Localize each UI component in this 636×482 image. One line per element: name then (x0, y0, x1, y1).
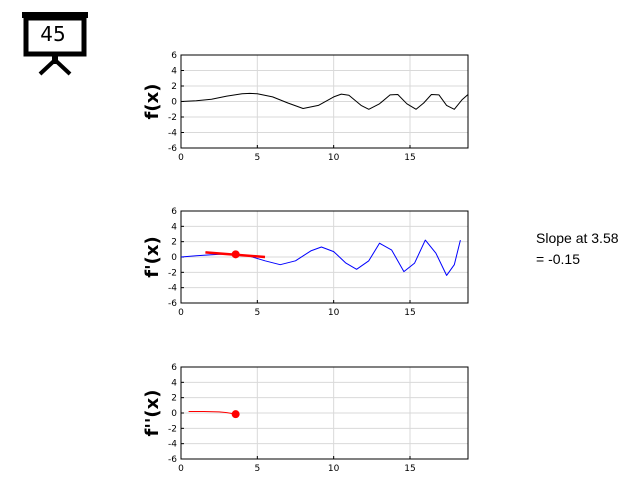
x-tick-label: 10 (328, 153, 340, 163)
x-tick-label: 10 (328, 308, 340, 318)
x-tick-label: 5 (254, 153, 260, 163)
y-tick-label: 0 (171, 98, 177, 108)
y-tick-label: -4 (168, 440, 177, 450)
x-tick-label: 0 (178, 464, 184, 474)
badge-number: 45 (40, 22, 66, 46)
x-tick-label: 5 (254, 464, 260, 474)
y-tick-label: 2 (171, 394, 177, 404)
slope-annotation-line2: = -0.15 (536, 251, 580, 267)
series-line (180, 92, 469, 110)
series-line (188, 411, 236, 415)
marker-point (231, 250, 240, 259)
y-tick-label: 2 (171, 238, 177, 248)
y-axis-label: f''(x) (142, 390, 163, 437)
y-tick-label: -2 (168, 113, 177, 123)
x-tick-label: 0 (178, 308, 184, 318)
x-tick-label: 15 (404, 464, 415, 474)
marker-point (231, 410, 240, 419)
y-tick-label: 6 (171, 363, 177, 373)
y-axis-label: f(x) (142, 84, 163, 120)
slope-annotation: Slope at 3.58 = -0.15 (536, 228, 634, 270)
y-tick-label: 2 (171, 82, 177, 92)
y-tick-label: 4 (171, 378, 177, 388)
y-tick-label: -6 (168, 144, 177, 154)
slope-annotation-line1: Slope at 3.58 (536, 230, 619, 246)
y-tick-label: -6 (168, 299, 177, 309)
y-tick-label: 4 (171, 67, 177, 77)
x-tick-label: 0 (178, 153, 184, 163)
presentation-board-icon (22, 12, 88, 76)
y-tick-label: -4 (168, 129, 177, 139)
y-tick-label: 6 (171, 51, 177, 61)
x-tick-label: 15 (404, 308, 415, 318)
y-tick-label: 6 (171, 207, 177, 217)
y-tick-label: 0 (171, 409, 177, 419)
y-tick-label: 0 (171, 253, 177, 263)
y-tick-label: -4 (168, 284, 177, 294)
x-tick-label: 10 (328, 464, 340, 474)
x-tick-label: 5 (254, 308, 260, 318)
x-tick-label: 15 (404, 153, 415, 163)
y-axis-label: f'(x) (142, 236, 163, 277)
y-tick-label: -6 (168, 455, 177, 465)
y-tick-label: -2 (168, 424, 177, 434)
y-tick-label: 4 (171, 222, 177, 232)
y-tick-label: -2 (168, 268, 177, 278)
